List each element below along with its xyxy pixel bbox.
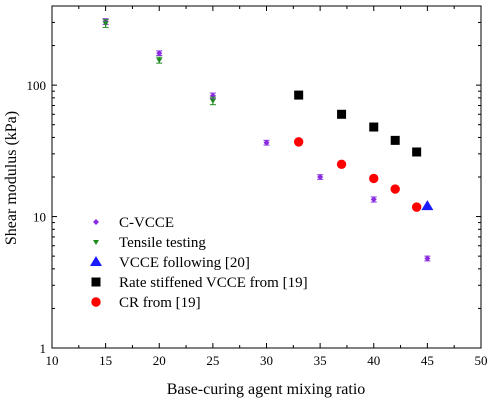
y-axis-ticks: 1 10 100	[27, 5, 481, 356]
legend-label: Tensile testing	[119, 235, 206, 251]
plot-frame	[51, 5, 482, 349]
legend-label: VCCE following [20]	[119, 255, 250, 271]
data-point-series-4	[293, 137, 304, 147]
legend: C-VCCE Tensile testing VCCE following [20]…	[90, 215, 308, 311]
data-point-series-3	[337, 109, 347, 119]
data-point-series-4	[369, 173, 379, 184]
data-point-series-1	[102, 21, 109, 27]
data-point-series-4	[390, 184, 400, 194]
x-axis-ticks: 10 15 20 25 30 35 40 45 50	[46, 6, 488, 368]
x-tick-label: 25	[206, 353, 219, 368]
data-point-series-3	[390, 135, 400, 145]
data-point-series-0	[317, 174, 324, 180]
x-axis-label: Base-curing agent mixing ratio	[167, 381, 366, 398]
data-point-series-1	[209, 98, 216, 104]
legend-marker	[91, 277, 101, 287]
data-point-series-0	[263, 139, 270, 146]
data-markers	[102, 18, 434, 262]
legend-label: Rate stiffened VCCE from [19]	[119, 275, 308, 291]
y-axis-label: Shear modulus (kPa)	[3, 111, 20, 245]
legend-marker	[93, 240, 99, 245]
data-point-series-2	[421, 200, 434, 211]
data-point-series-4	[336, 159, 347, 169]
legend-marker	[91, 297, 101, 307]
y-tick-label: 1	[40, 341, 47, 356]
x-tick-label: 15	[99, 353, 112, 368]
data-point-series-0	[156, 50, 163, 57]
data-point-series-3	[369, 122, 379, 132]
legend-label: C-VCCE	[119, 215, 174, 231]
data-point-series-1	[156, 58, 163, 64]
x-tick-label: 40	[367, 353, 380, 368]
x-tick-label: 30	[260, 353, 273, 368]
data-point-series-4	[411, 202, 422, 212]
y-tick-label: 100	[27, 78, 47, 93]
x-tick-label: 45	[421, 353, 434, 368]
legend-marker	[90, 256, 102, 266]
data-point-series-3	[412, 147, 422, 157]
x-tick-label: 50	[475, 353, 488, 368]
legend-label: CR from [19]	[119, 295, 201, 311]
x-tick-label: 20	[153, 353, 166, 368]
data-point-series-0	[424, 255, 431, 262]
data-point-series-0	[370, 196, 377, 203]
x-tick-label: 35	[314, 353, 327, 368]
y-tick-label: 10	[33, 210, 46, 225]
x-tick-label: 10	[46, 353, 59, 368]
legend-marker	[93, 219, 99, 225]
data-point-series-3	[294, 90, 304, 100]
